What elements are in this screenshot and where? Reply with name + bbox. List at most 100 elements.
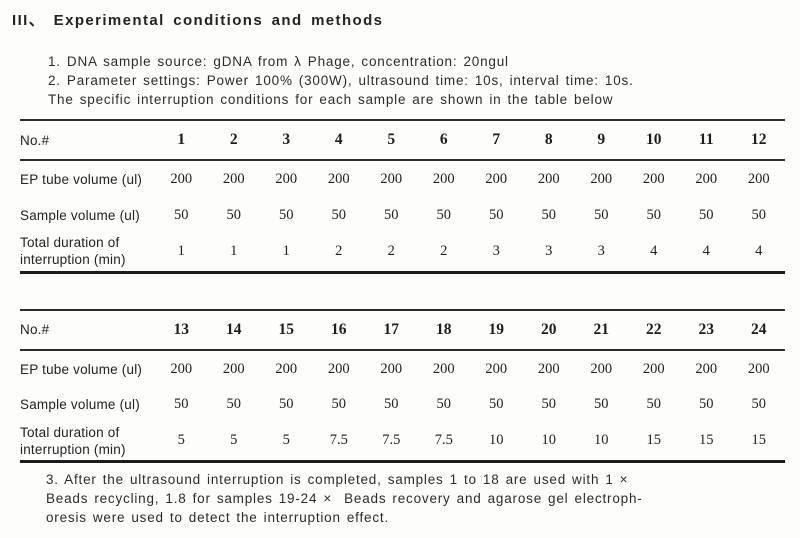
column-header: 21 bbox=[593, 320, 610, 338]
cell-value: 3 bbox=[492, 242, 500, 259]
cell-value: 7.5 bbox=[329, 432, 348, 449]
cell-value: 50 bbox=[751, 396, 767, 412]
cell-value: 200 bbox=[432, 360, 455, 377]
table-header-row: No.# 1 2 3 4 5 6 7 8 9 10 11 12 bbox=[20, 120, 785, 160]
cell-value: 7.5 bbox=[382, 432, 401, 449]
column-header: 12 bbox=[751, 131, 767, 148]
cell-value: 4 bbox=[702, 242, 710, 259]
cell-value: 200 bbox=[590, 171, 613, 187]
column-header: 7 bbox=[492, 131, 501, 148]
footer-line-3: oresis were used to detect the interrupt… bbox=[46, 510, 389, 525]
cell-value: 50 bbox=[384, 206, 399, 223]
cell-value: 200 bbox=[380, 360, 403, 377]
column-header: 20 bbox=[541, 320, 557, 338]
cell-value: 50 bbox=[489, 206, 504, 223]
table-header-row: No.# 13 14 15 16 17 18 19 20 21 22 23 24 bbox=[20, 310, 785, 350]
corner-label: No.# bbox=[20, 132, 50, 148]
cell-value: 200 bbox=[485, 360, 508, 377]
cell-value: 15 bbox=[751, 432, 767, 449]
cell-value: 200 bbox=[537, 360, 560, 377]
cell-value: 50 bbox=[489, 396, 504, 412]
cell-value: 5 bbox=[177, 432, 185, 449]
intro-paragraph: 1. DNA sample source: gDNA from λ Phage,… bbox=[48, 52, 800, 109]
cell-value: 10 bbox=[541, 432, 557, 449]
cell-value: 50 bbox=[699, 206, 714, 223]
column-header: 18 bbox=[436, 320, 452, 338]
cell-value: 50 bbox=[541, 206, 557, 223]
column-header: 11 bbox=[698, 131, 714, 148]
column-header: 1 bbox=[177, 131, 186, 148]
corner-label: No.# bbox=[20, 322, 50, 337]
table-row: Total duration of interruption (min) 5 5 5 7… bbox=[20, 422, 785, 462]
cell-value: 200 bbox=[275, 360, 298, 377]
cell-value: 50 bbox=[541, 396, 557, 412]
column-header: 6 bbox=[439, 131, 448, 148]
cell-value: 50 bbox=[331, 396, 347, 412]
column-header: 14 bbox=[226, 320, 242, 338]
cell-value: 3 bbox=[597, 242, 605, 259]
intro-line-2: 2. Parameter settings: Power 100% (300W)… bbox=[48, 73, 634, 88]
row-label: Total duration of interruption (min) bbox=[20, 235, 126, 268]
cell-value: 50 bbox=[699, 396, 714, 412]
cell-value: 200 bbox=[432, 171, 455, 187]
column-header: 19 bbox=[488, 320, 505, 338]
column-header: 4 bbox=[334, 131, 343, 148]
cell-value: 200 bbox=[275, 171, 298, 187]
cell-value: 2 bbox=[335, 242, 343, 259]
cell-value: 50 bbox=[174, 206, 189, 223]
cell-value: 200 bbox=[642, 360, 665, 377]
cell-value: 200 bbox=[222, 360, 245, 377]
cell-value: 10 bbox=[594, 432, 609, 449]
cell-value: 200 bbox=[327, 360, 350, 377]
column-header: 3 bbox=[282, 131, 291, 148]
cell-value: 10 bbox=[489, 432, 504, 449]
cell-value: 200 bbox=[380, 171, 403, 187]
cell-value: 200 bbox=[747, 171, 770, 187]
cell-value: 50 bbox=[384, 396, 399, 412]
cell-value: 200 bbox=[537, 171, 560, 187]
cell-value: 50 bbox=[279, 396, 294, 412]
cell-value: 50 bbox=[594, 206, 609, 223]
cell-value: 50 bbox=[226, 206, 242, 223]
column-header: 16 bbox=[331, 320, 347, 338]
cell-value: 7.5 bbox=[434, 432, 453, 449]
footer-line-1: 3. After the ultrasound interruption is … bbox=[46, 472, 629, 487]
cell-value: 200 bbox=[747, 360, 770, 377]
cell-value: 200 bbox=[485, 171, 508, 187]
row-label: EP tube volume (ul) bbox=[20, 361, 143, 377]
table-row: EP tube volume (ul) 200 200 200 200 200 200 200… bbox=[20, 160, 785, 198]
table-row: Total duration of interruption (min) 1 1 1 2… bbox=[20, 232, 785, 272]
column-header: 24 bbox=[751, 320, 767, 338]
cell-value: 50 bbox=[594, 396, 609, 412]
column-header: 23 bbox=[698, 320, 715, 338]
conditions-table-samples-13-24: No.# 13 14 15 16 17 18 19 20 21 22 23 24 EP tube volu… bbox=[20, 308, 785, 463]
cell-value: 50 bbox=[226, 396, 242, 412]
cell-value: 50 bbox=[331, 206, 347, 223]
cell-value: 2 bbox=[440, 242, 448, 259]
column-header: 5 bbox=[387, 131, 396, 148]
cell-value: 200 bbox=[170, 360, 193, 377]
column-header: 22 bbox=[646, 320, 662, 338]
cell-value: 15 bbox=[699, 432, 714, 449]
column-header: 13 bbox=[173, 320, 190, 338]
conditions-table-samples-1-12: No.# 1 2 3 4 5 6 7 8 9 10 11 12 EP tube volume (ul) 20… bbox=[20, 119, 785, 274]
cell-value: 200 bbox=[327, 171, 350, 187]
row-label: Sample volume (ul) bbox=[20, 207, 140, 223]
cell-value: 4 bbox=[755, 242, 763, 259]
column-header: 17 bbox=[383, 320, 400, 338]
cell-value: 200 bbox=[695, 171, 718, 187]
section-title: III、 Experimental conditions and methods bbox=[12, 12, 384, 29]
intro-line-3: The specific interruption conditions for… bbox=[48, 92, 614, 107]
table-row: Sample volume (ul) 50 50 50 50 50 50 50 50 50 50 50… bbox=[20, 198, 785, 232]
column-header: 2 bbox=[229, 131, 238, 148]
cell-value: 50 bbox=[751, 206, 767, 223]
footer-paragraph: 3. After the ultrasound interruption is … bbox=[46, 470, 800, 527]
cell-value: 200 bbox=[222, 171, 245, 187]
cell-value: 50 bbox=[646, 396, 662, 412]
column-header: 9 bbox=[597, 131, 606, 148]
cell-value: 4 bbox=[650, 242, 658, 259]
row-label: Sample volume (ul) bbox=[20, 397, 140, 412]
cell-value: 5 bbox=[282, 432, 290, 449]
cell-value: 50 bbox=[436, 396, 452, 412]
cell-value: 1 bbox=[177, 242, 185, 259]
